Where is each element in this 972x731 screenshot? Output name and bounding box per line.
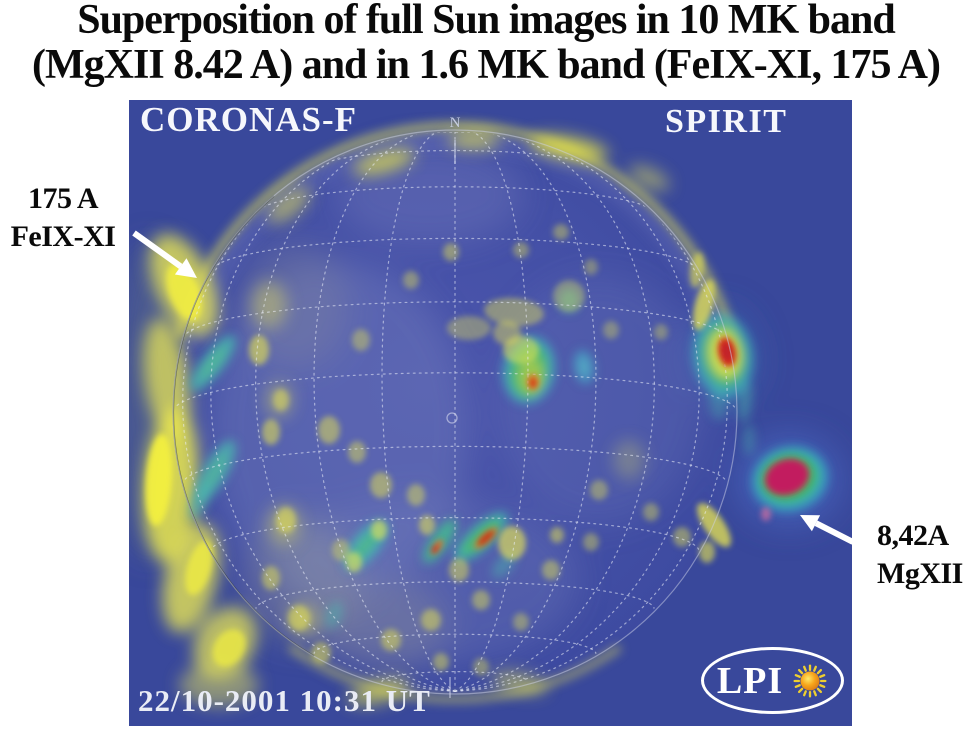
sun-rendering bbox=[129, 100, 852, 726]
observation-timestamp: 22/10-2001 10:31 UT bbox=[138, 683, 431, 718]
instrument-label-coronas-f: CORONAS-F bbox=[140, 100, 358, 139]
figure-title: Superposition of full Sun images in 10 M… bbox=[0, 0, 972, 88]
annotation-feix-ion: FeIX-XI bbox=[10, 219, 116, 253]
annotation-feix: 175 A FeIX-XI bbox=[2, 180, 124, 255]
title-line-2: (MgXII 8.42 A) and in 1.6 MK band (FeIX-… bbox=[32, 41, 941, 88]
lpi-logo: LPI bbox=[701, 647, 844, 714]
sun-composite-image: CORONAS-F SPIRIT N 22/10-2001 10:31 UT L… bbox=[129, 100, 852, 726]
annotation-feix-wavelength: 175 A bbox=[27, 182, 99, 215]
annotation-mgxii-wavelength: 8,42A bbox=[877, 519, 949, 552]
lpi-logo-text: LPI bbox=[716, 659, 784, 702]
annotation-mgxii-ion: MgXII bbox=[877, 556, 963, 590]
annotation-mgxii: 8,42A MgXII bbox=[877, 517, 963, 592]
instrument-label-spirit: SPIRIT bbox=[665, 103, 788, 140]
north-marker: N bbox=[449, 115, 461, 131]
sun-icon bbox=[792, 663, 828, 699]
title-line-1: Superposition of full Sun images in 10 M… bbox=[77, 0, 896, 43]
